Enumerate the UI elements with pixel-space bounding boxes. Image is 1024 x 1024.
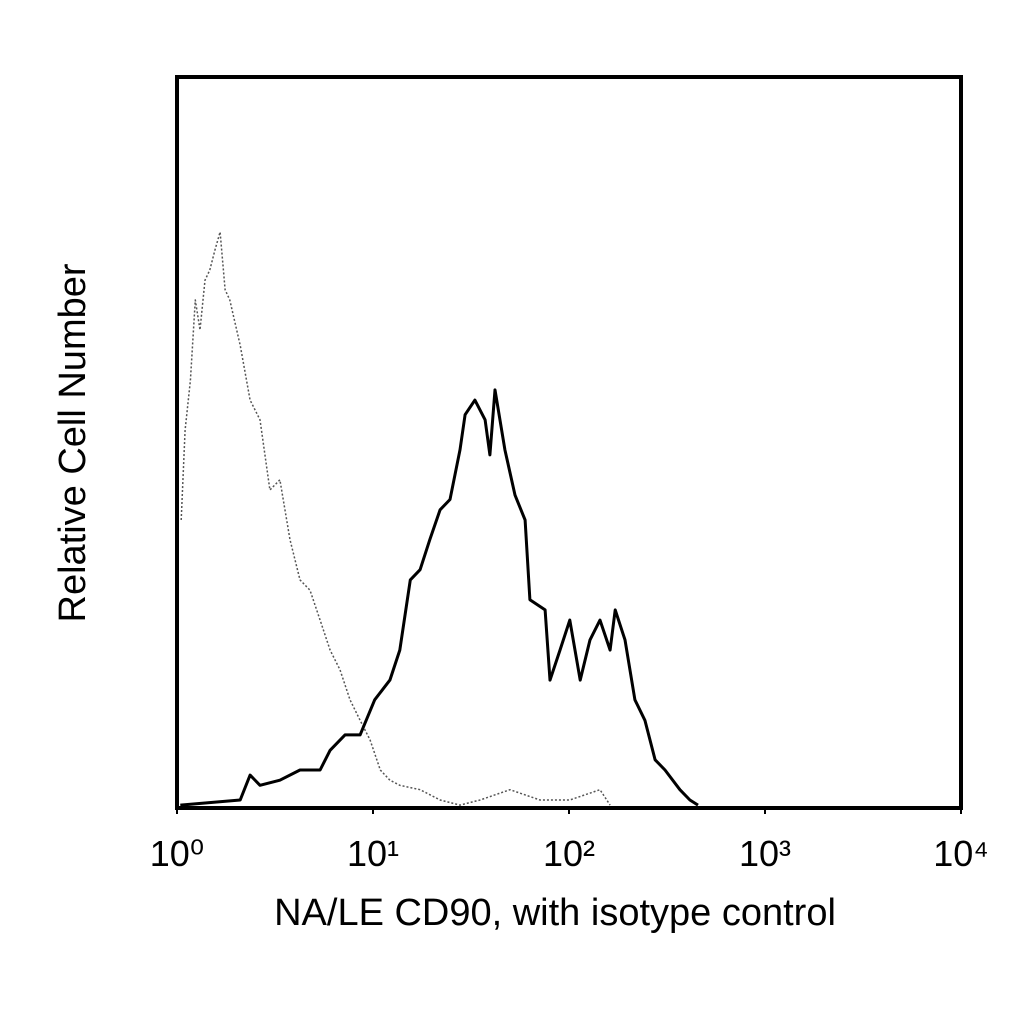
x-axis-label: NA/LE CD90, with isotype control — [274, 892, 836, 934]
x-tick-label: 10¹ — [347, 833, 399, 874]
x-tick-label: 10⁴ — [933, 833, 989, 874]
x-tick-label: 10² — [543, 833, 595, 874]
histogram-line — [180, 231, 611, 806]
histogram-line — [180, 388, 699, 807]
plot-frame — [175, 75, 963, 810]
y-axis-label: Relative Cell Number — [52, 263, 94, 622]
x-tick-label: 10⁰ — [150, 833, 204, 874]
x-tick-label: 10³ — [739, 833, 791, 874]
